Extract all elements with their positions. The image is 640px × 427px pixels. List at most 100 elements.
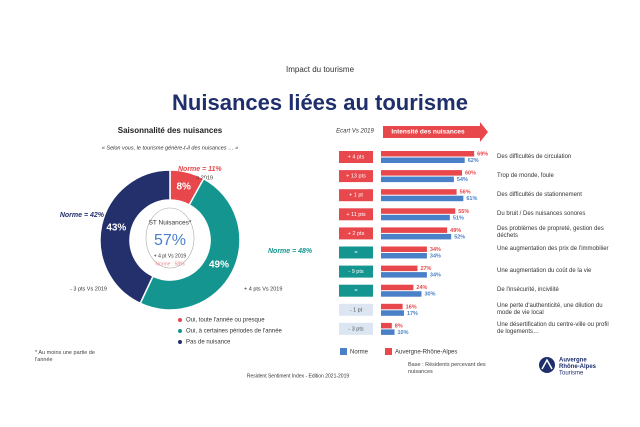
category-label: Une augmentation des prix de l'immobilie… — [497, 245, 609, 252]
change-box — [339, 246, 373, 259]
bar-value-label: 54% — [457, 177, 468, 183]
bar-value-label: 27% — [420, 266, 431, 272]
norm-label: Norme = 48% — [268, 248, 313, 255]
change-box — [339, 284, 373, 297]
bar — [381, 176, 454, 183]
legend-label: Pas de nuisance — [186, 340, 231, 346]
legend-label: Norme — [350, 350, 369, 356]
header-arrow — [383, 122, 488, 142]
bar — [381, 208, 456, 214]
bar — [381, 284, 414, 291]
logo-mark — [541, 358, 553, 370]
change-box — [339, 303, 373, 316]
donut-value-label: 8% — [176, 181, 191, 192]
source: Resident Sentiment Index - Edition 2021-… — [247, 373, 350, 379]
category-label: De l'insécurité, incivilité — [497, 287, 559, 294]
category-label: Des difficultés de stationnement — [497, 191, 582, 198]
bar-value-label: 62% — [468, 158, 479, 164]
change-box — [339, 189, 373, 202]
change-value: + 1 pt — [349, 193, 363, 199]
legend-dot — [178, 340, 182, 344]
bar — [381, 322, 392, 329]
bar — [381, 170, 462, 176]
bar-value-label: 61% — [466, 196, 477, 202]
footnote: * Au moins une partie de l'année — [35, 350, 95, 363]
legend-swatch — [340, 348, 347, 355]
bar — [381, 189, 457, 195]
center-label: ST Nuisances* — [149, 220, 192, 227]
change-title: Ecart Vs 2019 — [336, 129, 374, 135]
center-change: + 4 pt Vs 2019 — [154, 253, 187, 259]
bar-value-label: 52% — [454, 234, 465, 240]
bar — [381, 214, 450, 221]
bar-value-label: 16% — [406, 304, 417, 310]
bar — [381, 272, 427, 278]
center-box — [145, 207, 195, 269]
change-box — [339, 227, 373, 240]
category-label: Des difficultés de circulation — [497, 153, 572, 160]
category-label: Trop de monde, foule — [497, 172, 554, 179]
bar — [381, 291, 422, 297]
bar-value-label: 30% — [425, 292, 436, 298]
bar-value-label: 69% — [477, 151, 488, 157]
bar-value-label: 34% — [430, 253, 441, 259]
logo-text: Auvergne — [559, 358, 587, 364]
legend-dot — [178, 318, 182, 322]
bar-value-label: 8% — [395, 323, 403, 329]
bar — [381, 246, 427, 252]
center-value: 57% — [154, 232, 186, 249]
bar — [381, 227, 448, 233]
bar — [381, 151, 475, 157]
bar-value-label: 10% — [398, 330, 409, 336]
change-value: + 2 pts — [348, 231, 365, 237]
logo-text: Tourisme — [559, 371, 584, 377]
change-value: - 1 pt — [350, 307, 363, 313]
change-value: = — [354, 250, 357, 256]
legend-swatch — [385, 348, 392, 355]
bar-value-label: 60% — [465, 171, 476, 177]
bar — [381, 310, 404, 316]
change-value: + 4 pts — [348, 154, 365, 160]
title: Nuisances liées au tourisme — [172, 90, 468, 115]
change-box — [339, 151, 373, 163]
donut-subtitle: « Selon vous, le tourisme génère-t-il de… — [102, 145, 238, 151]
bar — [381, 233, 452, 240]
bar-value-label: 24% — [416, 285, 427, 291]
legend-label: Oui, à certaines périodes de l'année — [186, 329, 283, 335]
change-label: - 3 pts Vs 2019 — [70, 286, 107, 292]
bar-title: Intensité des nuisances — [391, 129, 465, 136]
change-value: + 11 pts — [346, 212, 366, 218]
bar-value-label: 34% — [430, 247, 441, 253]
category-label: Des problèmes de propreté, gestion des d… — [497, 226, 604, 240]
center-norm: Norme : 58% — [155, 261, 185, 267]
category-label: Une désertification du centre-ville ou p… — [497, 321, 609, 335]
category-label: Une perte d'authenticité, une dilution d… — [497, 302, 603, 316]
change-box — [339, 322, 373, 335]
bar — [381, 253, 427, 259]
bar — [381, 303, 403, 310]
legend-dot — [178, 329, 182, 333]
bar-value-label: 49% — [450, 228, 461, 234]
change-box — [339, 265, 373, 278]
change-label: + 4 pts Vs 2019 — [244, 286, 282, 292]
logo-icon — [539, 357, 555, 373]
category-label: Une augmentation du coût de la vie — [497, 268, 592, 275]
change-value: + 13 pts — [346, 174, 366, 180]
donut-segment — [99, 169, 171, 305]
bar — [381, 329, 395, 335]
bar — [381, 195, 464, 202]
change-value: - 3 pts — [348, 326, 364, 332]
bar-value-label: 17% — [407, 311, 418, 317]
change-value: = — [354, 288, 357, 294]
norm-label: Norme = 11% — [178, 166, 222, 173]
legend-label: Auvergne-Rhône-Alpes — [395, 350, 457, 356]
donut-segment — [139, 177, 241, 311]
bar — [381, 265, 418, 272]
donut-value-label: 43% — [106, 223, 126, 234]
change-value: - 9 pts — [348, 269, 364, 275]
donut-title: Saisonnalité des nuisances — [118, 126, 223, 135]
norm-label: Norme = 42% — [60, 212, 105, 219]
base-note: Base : Résidents percevant des nuisances — [408, 362, 486, 375]
